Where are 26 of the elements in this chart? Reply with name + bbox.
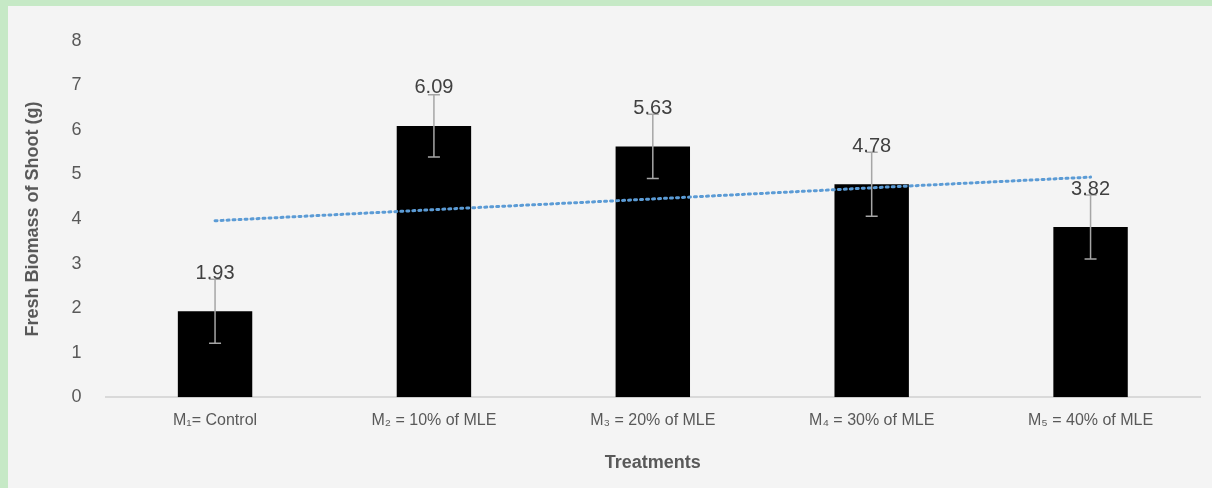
data-label: 6.09 — [414, 75, 454, 98]
x-tick-label: M₃ = 20% of MLE — [590, 411, 716, 429]
x-tick-label: M₂ = 10% of MLE — [371, 411, 497, 429]
y-tick-label: 7 — [71, 74, 82, 95]
y-tick-label: 1 — [71, 341, 82, 362]
y-tick-label: 4 — [71, 207, 82, 228]
bar — [177, 311, 253, 398]
y-tick-label: 5 — [71, 163, 82, 184]
x-axis-title: Treatments — [604, 452, 701, 473]
x-tick-label: M₄ = 30% of MLE — [809, 411, 935, 429]
data-label: 3.82 — [1071, 176, 1111, 199]
x-tick-label: M₁= Control — [173, 411, 258, 429]
bar — [396, 125, 472, 398]
y-tick-label: 6 — [71, 118, 82, 139]
y-axis-title: Fresh Biomass of Shoot (g) — [21, 101, 42, 337]
data-label: 5.63 — [633, 95, 673, 118]
y-tick-label: 2 — [71, 297, 82, 318]
bar — [834, 184, 909, 398]
y-tick-label: 3 — [71, 252, 82, 273]
data-label: 1.93 — [195, 260, 235, 283]
x-tick-label: M₅ = 40% of MLE — [1027, 411, 1154, 429]
data-label: 4.78 — [852, 133, 892, 156]
bar — [615, 146, 691, 398]
y-tick-label: 8 — [71, 29, 82, 50]
bar — [1053, 227, 1128, 398]
y-tick-label: 0 — [71, 386, 82, 407]
